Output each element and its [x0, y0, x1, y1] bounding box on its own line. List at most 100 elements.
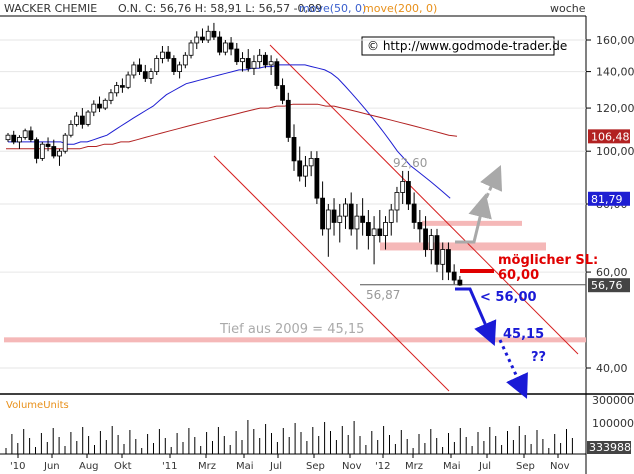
- candle-body: [28, 130, 34, 141]
- candle-body: [228, 42, 234, 50]
- y-tick-label: 100,00: [596, 145, 634, 158]
- x-tick-label: Sep: [516, 461, 535, 472]
- candle-body: [291, 137, 297, 162]
- candle-body: [303, 165, 308, 177]
- candle-body: [148, 71, 154, 79]
- candle-body: [154, 58, 160, 72]
- candle-body: [423, 228, 428, 250]
- price-tag-value: 81,79: [591, 193, 623, 206]
- candle-body: [102, 99, 108, 109]
- stop-loss-value: 60,00: [498, 268, 539, 283]
- y-axis: 40,0060,0080,00100,00120,00140,00160,001…: [586, 34, 634, 375]
- candle-body: [360, 215, 366, 223]
- x-tick-label: Mrz: [405, 461, 423, 472]
- resistance-zones: [4, 220, 586, 343]
- candle-body: [297, 160, 303, 177]
- copyright-box: [361, 36, 555, 56]
- header-bar: [0, 0, 634, 16]
- candle-body: [268, 61, 274, 66]
- x-tick-label: Mrz: [198, 461, 216, 472]
- candle-body: [251, 61, 257, 69]
- x-tick-label: Sep: [306, 461, 325, 472]
- ma50-label: move(50, 0): [299, 2, 366, 15]
- ma200-label: move(200, 0): [363, 2, 437, 15]
- x-tick-label: Nov: [342, 461, 362, 472]
- candle-body: [45, 143, 51, 147]
- candle-body: [194, 36, 200, 44]
- tief-2009-zone: [4, 337, 586, 343]
- ma50-line: [8, 64, 451, 199]
- channel-lower-line: [213, 155, 450, 392]
- candle-body: [5, 134, 11, 141]
- candle-body: [325, 209, 331, 230]
- candle-body: [200, 36, 205, 41]
- candle-body: [365, 222, 371, 236]
- stop-loss-label: möglicher SL:: [498, 253, 598, 268]
- y-tick-label: 140,00: [596, 66, 634, 79]
- candle-body: [308, 158, 314, 167]
- candle-body: [285, 99, 291, 138]
- candle-body: [446, 249, 451, 273]
- candle-body: [165, 51, 171, 59]
- candle-body: [262, 54, 268, 66]
- candle-body: [62, 134, 68, 152]
- candle-body: [371, 228, 377, 236]
- candle-body: [114, 85, 120, 94]
- candle-body: [85, 111, 91, 125]
- candle-body: [160, 51, 165, 59]
- tief-label: Tief aus 2009 = 45,15: [219, 322, 364, 337]
- candle-body: [39, 143, 45, 159]
- candle-body: [343, 203, 348, 217]
- candle-body: [205, 30, 211, 41]
- candle-body: [354, 215, 360, 230]
- candle-body: [17, 137, 22, 143]
- candle-body: [451, 271, 457, 281]
- low-label: 56,87: [366, 288, 400, 302]
- candle-body: [320, 197, 326, 230]
- x-tick-label: '10: [10, 461, 25, 472]
- candle-body: [22, 130, 28, 138]
- candle-body: [257, 54, 263, 63]
- volume-current-tag: [587, 441, 631, 454]
- candle-body: [428, 235, 434, 250]
- x-tick-label: '11: [162, 461, 177, 472]
- blue-arrow-first: [455, 287, 497, 347]
- candle-body: [388, 209, 394, 223]
- candle-body: [457, 279, 463, 286]
- candle-body: [125, 74, 131, 88]
- volume-current-value: 333988: [589, 441, 631, 454]
- price-tag: [588, 278, 630, 293]
- candle-body: [74, 115, 80, 125]
- candle-body: [68, 123, 74, 136]
- candle-body: [211, 30, 217, 38]
- high-label: 92,60: [393, 156, 427, 170]
- candle-body: [137, 64, 142, 72]
- candle-body: [337, 215, 343, 223]
- volume-tick-1m: 1000000: [592, 417, 634, 430]
- candle-body: [331, 209, 337, 223]
- candle-body: [108, 92, 114, 101]
- x-tick-label: '12: [375, 461, 390, 472]
- x-tick-label: Jul: [269, 461, 282, 472]
- y-tick-label: 60,00: [596, 266, 628, 279]
- x-axis: '10 Jun Aug Okt '11 Mrz Mai Jul Sep Nov '12 Mrz Mai J…: [10, 454, 570, 472]
- candle-body: [314, 158, 320, 199]
- candle-body: [217, 36, 223, 53]
- target3-label: ??: [531, 350, 546, 365]
- candle-body: [440, 249, 446, 265]
- x-tick-label: Mai: [236, 461, 254, 472]
- candle-body: [240, 58, 245, 63]
- ma200-line: [6, 103, 458, 150]
- candle-body: [394, 192, 400, 211]
- copyright-text: © http://www.godmode-trader.de: [367, 39, 567, 53]
- x-tick-label: Jun: [43, 461, 60, 472]
- target1-label: < 56,00: [480, 290, 537, 305]
- grid-layer: [0, 39, 586, 369]
- candle-body: [188, 42, 194, 56]
- candle-body: [377, 228, 383, 236]
- candle-body: [411, 203, 417, 223]
- price-tag: [588, 191, 630, 206]
- y-tick-label: 120,00: [596, 102, 634, 115]
- volume-layer: [5, 420, 573, 454]
- candle-body: [222, 42, 228, 53]
